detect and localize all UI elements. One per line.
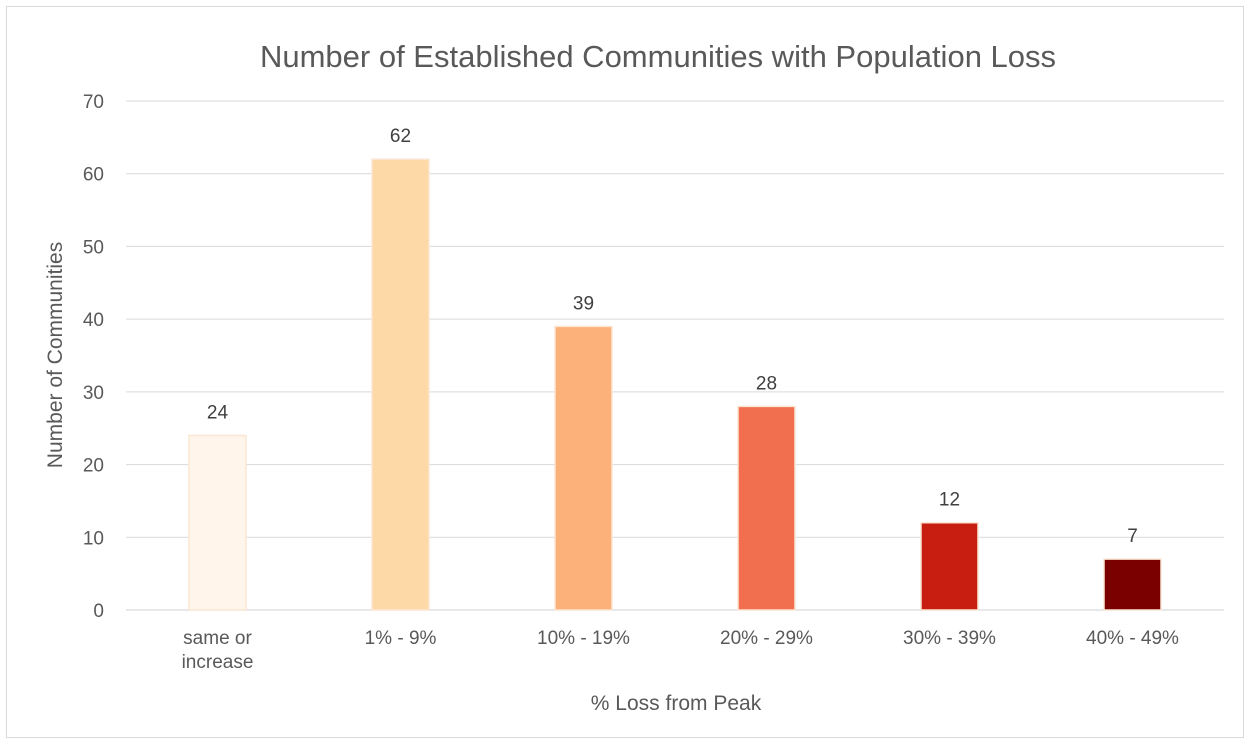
x-tick-label-line: 30% - 39%: [903, 628, 996, 649]
y-tick-label: 30: [83, 383, 104, 404]
x-tick-label: 10% - 19%: [537, 628, 630, 649]
bars: [188, 158, 1162, 611]
bar-value-label: 24: [207, 402, 229, 423]
x-axis-ticks: same or increase 1% - 9% 10% - 19% 20% - 29%…: [182, 628, 1179, 673]
x-tick-label: 30% - 39%: [903, 628, 996, 649]
x-tick-label-line: 1% - 9%: [365, 628, 437, 649]
x-tick-label-line: increase: [182, 652, 254, 673]
y-axis-title: Number of Communities: [44, 242, 67, 468]
y-tick-label: 50: [83, 237, 104, 258]
x-tick-label-line: 10% - 19%: [537, 628, 630, 649]
x-tick-label: same or increase: [182, 628, 254, 673]
x-tick-label: 20% - 29%: [720, 628, 813, 649]
y-tick-label: 70: [83, 92, 104, 113]
x-tick-label-line: 20% - 29%: [720, 628, 813, 649]
bar-value-label: 12: [939, 490, 960, 511]
gridlines: [126, 100, 1224, 611]
bar: [1103, 558, 1162, 611]
bar-value-label: 28: [756, 373, 777, 394]
x-tick-label: 1% - 9%: [365, 628, 437, 649]
x-tick-label-line: same or: [183, 628, 252, 649]
bar: [371, 158, 430, 611]
bar: [920, 521, 979, 611]
y-tick-label: 60: [83, 165, 104, 186]
x-tick-label: 40% - 49%: [1086, 628, 1179, 649]
y-tick-label: 0: [93, 601, 104, 622]
data-labels: 24 62 39 28 12 7: [207, 126, 1138, 547]
bar: [737, 405, 796, 611]
bar-value-label: 62: [390, 126, 411, 147]
y-tick-label: 20: [83, 456, 104, 477]
y-tick-label: 10: [83, 528, 104, 549]
y-axis-ticks: 0 10 20 30 40 50 60 70: [83, 92, 104, 622]
bar: [188, 434, 247, 611]
bar-value-label: 7: [1127, 526, 1138, 547]
chart-title: Number of Established Communities with P…: [260, 39, 1056, 74]
bar-value-label: 39: [573, 293, 594, 314]
bar: [554, 325, 613, 611]
x-tick-label-line: 40% - 49%: [1086, 628, 1179, 649]
x-axis-title: % Loss from Peak: [591, 692, 762, 715]
chart-frame: [6, 6, 1244, 738]
y-tick-label: 40: [83, 310, 104, 331]
